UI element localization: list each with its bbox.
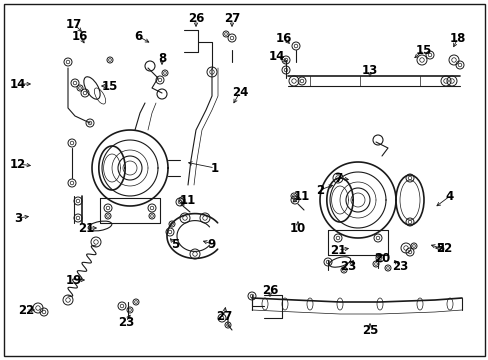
Text: 9: 9 [207, 238, 216, 251]
Text: 15: 15 [102, 80, 118, 93]
Text: 11: 11 [293, 189, 309, 202]
Text: 4: 4 [445, 189, 453, 202]
Text: 22: 22 [435, 242, 451, 255]
Text: 12: 12 [10, 158, 26, 171]
Text: 8: 8 [158, 51, 166, 64]
Text: 17: 17 [66, 18, 82, 31]
Text: 26: 26 [261, 284, 278, 297]
Text: 1: 1 [210, 162, 219, 175]
Text: 24: 24 [231, 86, 248, 99]
Text: 21: 21 [329, 243, 346, 256]
Text: 16: 16 [275, 32, 292, 45]
Text: 21: 21 [78, 221, 94, 234]
Text: 5: 5 [435, 242, 443, 255]
Text: 23: 23 [391, 260, 407, 273]
Text: 26: 26 [187, 12, 204, 24]
Text: 7: 7 [333, 171, 342, 185]
Text: 25: 25 [361, 324, 377, 337]
Text: 23: 23 [339, 260, 355, 273]
Text: 27: 27 [215, 310, 232, 323]
Text: 3: 3 [14, 212, 22, 225]
Text: 23: 23 [118, 315, 134, 328]
Text: 14: 14 [268, 50, 285, 63]
Text: 5: 5 [170, 238, 179, 251]
Text: 22: 22 [18, 303, 34, 316]
Text: 27: 27 [224, 12, 240, 24]
Text: 6: 6 [134, 30, 142, 42]
Text: 13: 13 [361, 63, 377, 77]
Text: 2: 2 [315, 184, 324, 197]
Text: 11: 11 [180, 194, 196, 207]
Text: 19: 19 [66, 274, 82, 287]
Text: 10: 10 [289, 221, 305, 234]
Text: 18: 18 [449, 32, 465, 45]
Text: 15: 15 [415, 44, 431, 57]
Text: 14: 14 [10, 77, 26, 90]
Text: 20: 20 [373, 252, 389, 265]
Text: 16: 16 [72, 30, 88, 42]
